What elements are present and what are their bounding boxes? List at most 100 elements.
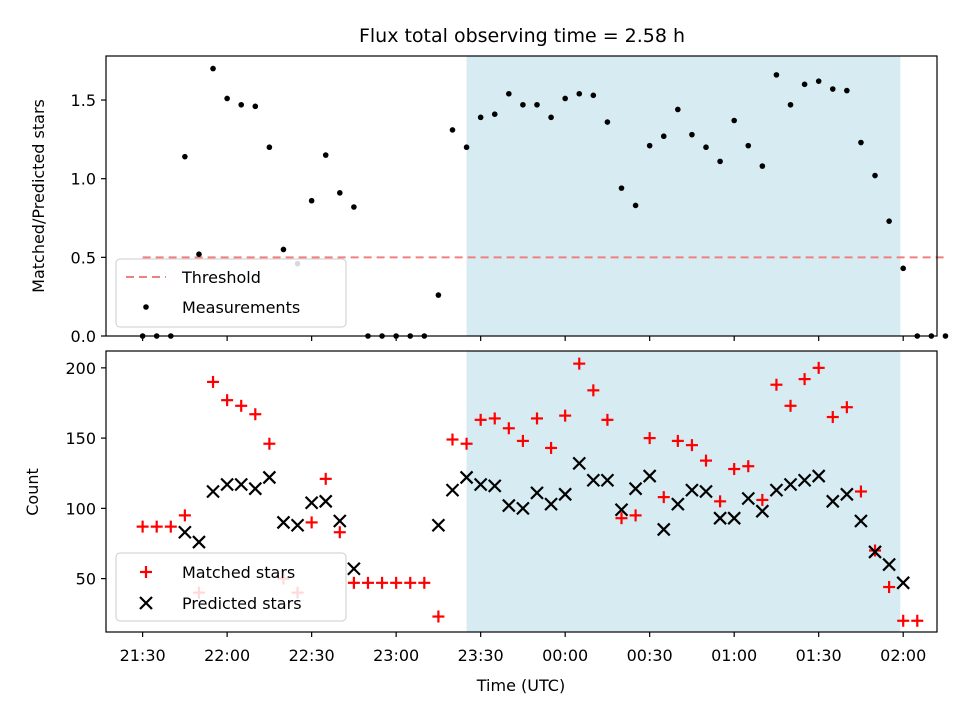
measurement-point [675,106,681,113]
x-tick-label: 00:30 [627,646,673,665]
measurement-point [773,72,780,78]
predicted-point [304,495,319,510]
matched-point [559,409,572,422]
matched-point [249,408,262,421]
predicted-point [544,497,558,511]
bottom-x-axis-label: Time (UTC) [476,676,565,695]
bottom-y-tick-label: 50 [76,570,96,589]
predicted-point [558,487,572,502]
measurement-point [886,218,892,224]
predicted-point [628,481,643,496]
predicted-point [600,473,615,488]
chart-title: Flux total observing time = 2.58 h [359,25,685,47]
predicted-point [234,477,248,492]
x-tick-label: 01:30 [796,646,842,665]
matched-point [657,491,670,504]
predicted-point [727,511,741,525]
predicted-point [868,545,882,559]
matched-point [643,432,656,445]
matched-point [784,399,797,412]
measurement-point [224,95,230,102]
bottom-y-tick-label: 100 [65,499,96,518]
measurement-point [872,172,878,179]
measurement-point [759,163,766,169]
measurement-point [731,117,737,124]
measurement-point [717,158,723,165]
predicted-point [178,525,192,540]
matched-point [446,433,459,446]
predicted-point [572,456,587,471]
predicted-point [797,473,812,488]
top-y-tick-label: 1.0 [71,170,96,189]
predicted-point [347,561,361,576]
measurement-point [858,139,864,146]
measurement-point [435,292,442,298]
predicted-point [516,501,530,516]
bottom-shade [466,351,901,632]
matched-point [235,399,248,412]
matched-point [883,581,896,594]
predicted-point [769,483,784,497]
legend-measurements-swatch [143,304,149,310]
matched-point [742,460,755,473]
matched-point [376,576,389,589]
bottom-panel: 50 100 150 200 21:30 22:00 22:30 23:00 23:30 00:… [23,350,938,695]
x-tick-label: 22:30 [289,646,335,665]
measurement-point [463,144,470,151]
predicted-point [783,477,798,492]
matched-point [812,361,825,374]
matched-point [714,495,727,508]
measurement-point [477,114,484,121]
predicted-point [811,469,826,483]
measurement-point [520,101,526,108]
x-tick-label: 01:00 [711,646,757,665]
predicted-point [276,515,291,530]
matched-point [178,509,191,522]
matched-point [263,437,276,450]
bottom-legend: Matched stars Predicted stars [115,552,347,622]
matched-point [418,576,431,589]
matched-point [502,422,515,435]
predicted-point [206,484,220,499]
predicted-point [642,469,657,483]
top-y-axis-label: Matched/Predicted stars [29,99,48,293]
matched-point [545,441,558,454]
measurement-point [337,190,343,196]
predicted-point [333,514,347,528]
matched-point [911,614,924,627]
predicted-point [586,473,601,488]
predicted-point [487,479,502,493]
predicted-point [290,518,305,532]
measurement-point [815,78,822,84]
matched-point [671,434,684,447]
predicted-point [445,483,460,497]
bottom-plot-frame [105,350,938,633]
top-shade [466,56,901,336]
top-y-tick-label: 0.5 [71,248,96,267]
bottom-y-tick-label: 150 [65,429,96,448]
measurement-point [787,101,794,108]
matched-point [361,576,374,589]
predicted-point [248,481,263,496]
predicted-point [530,486,544,500]
measurement-point [548,114,554,121]
measurement-point [280,246,287,253]
matched-point [601,413,614,426]
measurement-point [506,90,512,97]
matched-point [826,411,839,424]
predicted-point [685,483,699,497]
predicted-point [840,487,854,502]
predicted-point [741,491,756,506]
measurement-point [590,92,597,99]
top-plot-frame [105,55,938,337]
measurement-point [703,144,709,151]
matched-point [530,412,543,425]
matched-point [333,526,346,539]
measurement-point [618,185,625,191]
measurement-point [829,86,836,92]
measurement-point [576,90,583,97]
matched-point [136,520,149,533]
matched-point [897,614,910,627]
predicted-point [614,502,629,517]
